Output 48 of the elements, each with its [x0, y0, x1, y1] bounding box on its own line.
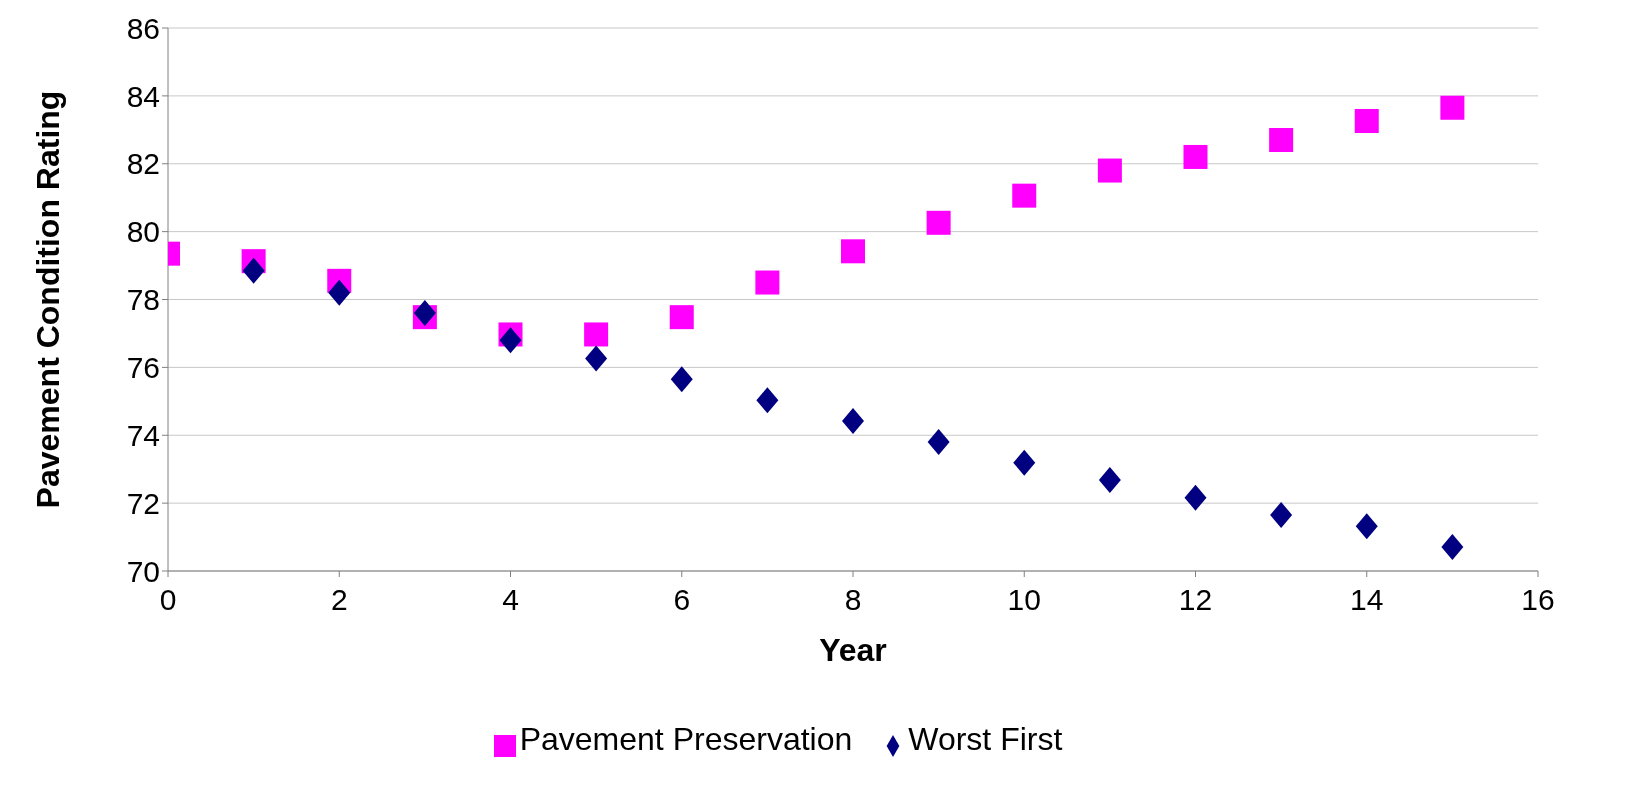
point: [926, 210, 951, 235]
y-tick-label: 86: [126, 11, 160, 45]
point: [1355, 513, 1378, 540]
y-tick-label: 74: [126, 418, 160, 452]
point: [413, 300, 436, 327]
y-tick-label: 76: [126, 351, 160, 385]
point: [1270, 502, 1293, 528]
y-tick-label: 72: [126, 486, 160, 520]
point: [1012, 183, 1037, 208]
y-tick-label: 70: [126, 554, 160, 588]
point: [1098, 467, 1121, 494]
y-tick-label: 80: [126, 215, 160, 249]
point: [328, 279, 351, 306]
legend-label: Worst First: [908, 721, 1063, 757]
point: [669, 305, 694, 330]
y-tick-label: 84: [126, 79, 160, 113]
point: [584, 322, 609, 347]
x-tick-label: 0: [159, 583, 177, 617]
point: [1440, 95, 1465, 120]
x-tick-label: 8: [844, 583, 862, 617]
point: [842, 408, 864, 434]
point: [1354, 108, 1379, 133]
x-tick-label: 14: [1350, 583, 1384, 617]
point: [670, 366, 693, 393]
point: [1097, 158, 1122, 183]
point: [1441, 533, 1464, 560]
x-tick-label: 4: [502, 583, 519, 617]
x-axis-title: Year: [819, 632, 887, 668]
y-axis-title: Pavement Condition Rating: [30, 90, 67, 509]
point: [499, 327, 522, 354]
y-tick-label: 82: [126, 147, 160, 181]
point: [756, 387, 779, 414]
x-tick-label: 16: [1521, 583, 1555, 617]
x-tick-label: 10: [1007, 583, 1041, 617]
point: [1013, 449, 1036, 476]
point: [841, 239, 865, 264]
x-tick-label: 2: [330, 583, 348, 617]
point: [242, 257, 265, 284]
point: [1183, 144, 1208, 169]
x-tick-label: 12: [1178, 583, 1213, 617]
y-tick-label: 78: [126, 283, 160, 317]
point: [755, 270, 780, 295]
legend-label: Pavement Preservation: [519, 721, 853, 757]
x-tick-label: 6: [673, 583, 691, 617]
point: [585, 345, 608, 372]
point: [927, 429, 950, 456]
point: [1184, 484, 1207, 511]
point: [1269, 127, 1294, 152]
